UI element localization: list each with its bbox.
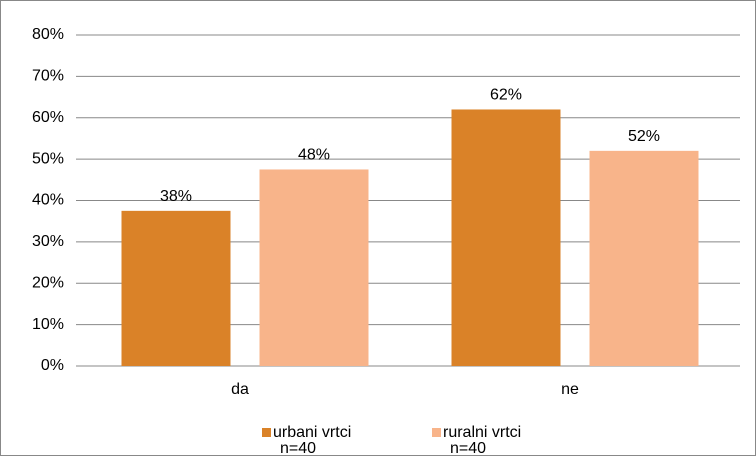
legend-label: ruralni vrtci	[443, 424, 521, 441]
value-label: 38%	[160, 188, 192, 205]
x-tick-label: da	[231, 381, 249, 398]
legend-label: urbani vrtci	[273, 424, 351, 441]
x-tick-label: ne	[561, 381, 579, 398]
bar	[121, 210, 231, 366]
y-tick-label: 70%	[32, 68, 64, 85]
value-label: 48%	[298, 147, 330, 164]
legend-swatch	[432, 428, 441, 437]
y-tick-label: 10%	[32, 316, 64, 333]
bar	[589, 150, 699, 366]
legend-note: n=40	[280, 440, 316, 456]
legend-note: n=40	[450, 440, 486, 456]
y-tick-label: 30%	[32, 233, 64, 250]
value-label: 52%	[628, 128, 660, 145]
bar	[259, 169, 369, 366]
y-tick-label: 60%	[32, 109, 64, 126]
legend-swatch	[262, 428, 271, 437]
y-tick-label: 20%	[32, 274, 64, 291]
y-tick-label: 40%	[32, 192, 64, 209]
y-tick-label: 50%	[32, 150, 64, 167]
y-tick-label: 0%	[41, 357, 64, 374]
y-tick-label: 80%	[32, 26, 64, 43]
bar	[451, 109, 561, 366]
value-label: 62%	[490, 87, 522, 104]
